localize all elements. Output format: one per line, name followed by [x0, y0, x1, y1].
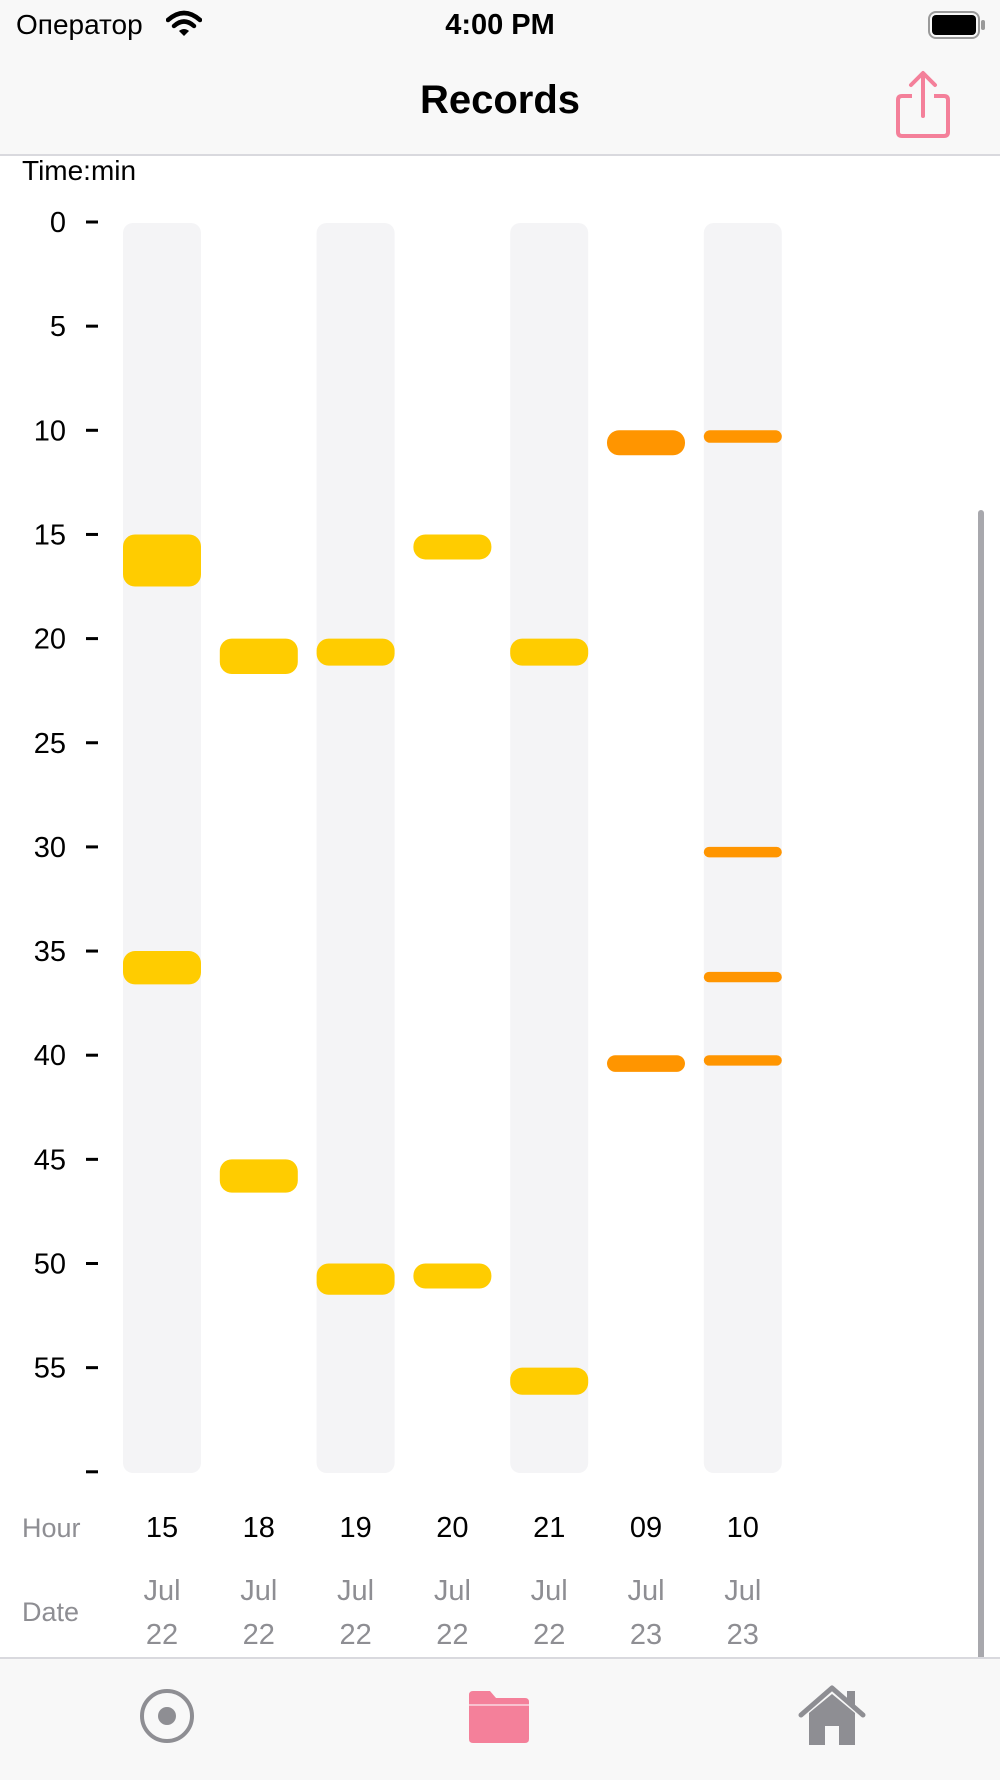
tab-record[interactable]	[132, 1681, 202, 1751]
date-month-label: Jul	[627, 1575, 664, 1607]
y-tick	[86, 741, 98, 745]
navigation-bar: Records	[0, 52, 1000, 156]
event-bar	[316, 638, 395, 666]
y-tick	[86, 220, 98, 224]
y-tick-label: 45	[34, 1144, 66, 1176]
date-day-label: 22	[146, 1619, 178, 1651]
event-bar	[703, 430, 782, 443]
y-tick-label: 55	[34, 1353, 66, 1385]
event-bar	[219, 1159, 298, 1193]
tab-bar	[0, 1657, 1000, 1780]
y-tick-label: 0	[50, 207, 66, 239]
date-month-label: Jul	[143, 1575, 180, 1607]
records-chart: Time:min 0 5 10 15 20 25 30 35 40 45 50 55 15 Jul 22 18 J…	[22, 156, 782, 1651]
y-axis-label: Time:min	[22, 156, 136, 186]
date-day-label: 22	[243, 1619, 275, 1651]
event-bar	[413, 534, 492, 560]
column-background	[123, 223, 201, 1473]
y-tick	[86, 1053, 98, 1057]
event-bar	[607, 1055, 685, 1072]
y-tick-label: 10	[34, 415, 66, 447]
date-month-label: Jul	[434, 1575, 471, 1607]
y-tick	[86, 532, 98, 536]
y-tick	[86, 428, 98, 432]
wifi-icon	[166, 10, 202, 36]
event-bar	[703, 971, 782, 983]
y-tick	[86, 1262, 98, 1265]
date-day-label: 23	[727, 1619, 759, 1651]
y-tick-label: 35	[34, 936, 66, 968]
column-background	[510, 223, 589, 1473]
date-day-label: 23	[630, 1619, 662, 1651]
date-month-label: Jul	[531, 1575, 568, 1607]
date-month-label: Jul	[724, 1575, 761, 1607]
y-tick-label: 40	[34, 1040, 66, 1072]
y-tick	[86, 1366, 98, 1370]
event-bar	[123, 534, 201, 587]
event-bar	[510, 1367, 589, 1395]
y-tick	[86, 1470, 98, 1474]
date-month-label: Jul	[337, 1575, 374, 1607]
hour-row-label: Hour	[22, 1513, 81, 1543]
page-title: Records	[419, 78, 581, 122]
hour-label: 19	[339, 1512, 371, 1544]
y-tick-label: 5	[50, 311, 66, 343]
hour-label: 09	[630, 1512, 662, 1544]
tab-home[interactable]	[797, 1681, 867, 1751]
y-tick-label: 25	[34, 728, 66, 760]
event-bar	[219, 638, 298, 675]
y-tick-label: 30	[34, 832, 66, 864]
share-button[interactable]	[892, 70, 954, 140]
scrollbar[interactable]	[978, 510, 984, 1657]
y-tick	[86, 1157, 98, 1161]
y-tick	[86, 845, 98, 849]
status-bar: Оператор 4:00 PM	[0, 0, 1000, 52]
date-day-label: 22	[339, 1619, 371, 1651]
records-chart-scrollview[interactable]: Time:min 0 5 10 15 20 25 30 35 40 45 50 55 15 Jul 22 18 J…	[0, 156, 1000, 1657]
tab-records[interactable]	[464, 1681, 534, 1751]
folder-icon	[469, 1691, 529, 1743]
record-icon	[140, 1689, 194, 1743]
event-bar	[703, 846, 782, 858]
hour-label: 21	[533, 1512, 565, 1544]
home-icon	[798, 1685, 866, 1745]
event-bar	[123, 951, 201, 985]
hour-label: 20	[436, 1512, 468, 1544]
column-background	[316, 223, 395, 1473]
y-tick	[86, 324, 98, 328]
date-row-label: Date	[22, 1597, 79, 1627]
y-tick	[86, 949, 98, 953]
event-bar	[703, 1055, 782, 1066]
event-bar	[510, 638, 589, 666]
hour-label: 15	[146, 1512, 178, 1544]
event-bar	[413, 1263, 492, 1289]
y-tick	[86, 637, 98, 641]
event-bar	[607, 430, 685, 456]
y-tick-label: 50	[34, 1249, 66, 1281]
event-bar	[316, 1263, 395, 1295]
date-day-label: 22	[533, 1619, 565, 1651]
date-day-label: 22	[436, 1619, 468, 1651]
status-time: 4:00 PM	[445, 9, 555, 41]
date-month-label: Jul	[240, 1575, 277, 1607]
battery-icon	[928, 11, 985, 39]
y-tick-label: 20	[34, 624, 66, 656]
y-tick-label: 15	[34, 519, 66, 551]
carrier-label: Оператор	[16, 9, 143, 40]
hour-label: 10	[727, 1512, 759, 1544]
hour-label: 18	[243, 1512, 275, 1544]
